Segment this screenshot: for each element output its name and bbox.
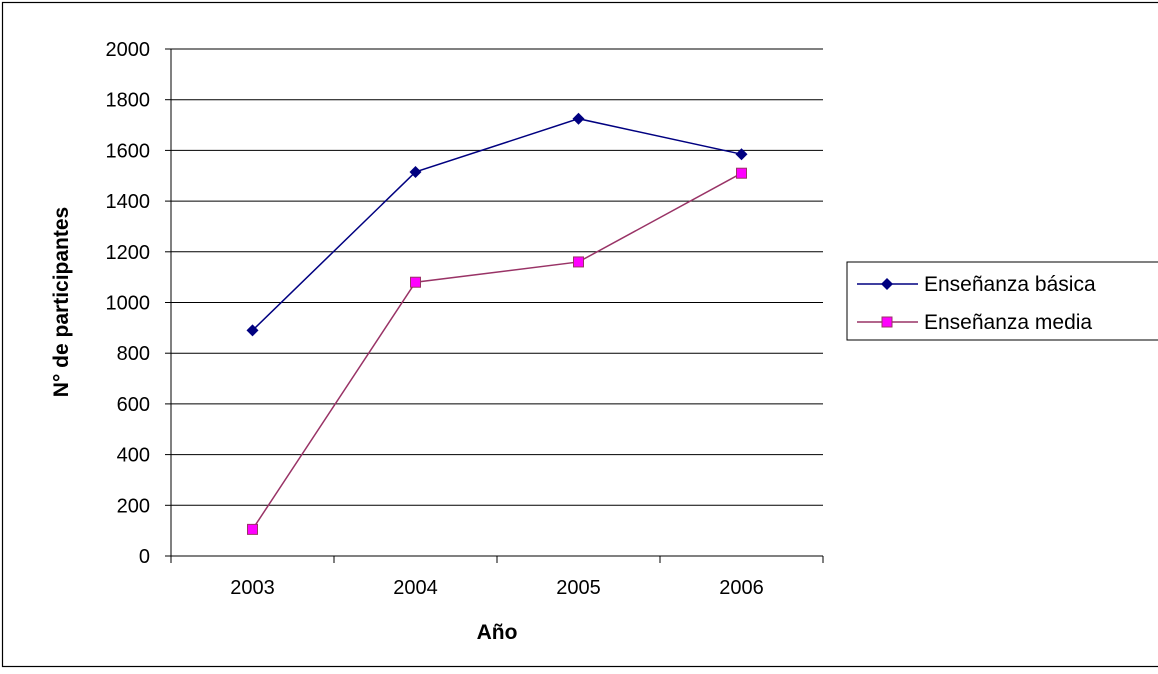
y-tick-label: 1800 [106,90,151,112]
x-tick-label: 2006 [719,577,764,599]
y-tick-label: 200 [117,495,150,517]
y-axis-title: N° de participantes [50,207,73,397]
y-tick-label: 800 [117,343,150,365]
y-tick-label: 1600 [106,140,151,162]
y-tick-label: 0 [139,546,150,568]
y-tick-label: 600 [117,394,150,416]
legend-label-media: Enseñanza media [924,311,1092,334]
legend-marker-media-icon [882,317,892,327]
data-point-square [248,524,258,534]
legend: Enseñanza básica Enseñanza media [847,262,1158,340]
data-point-square [574,257,584,267]
x-axis-title: Año [477,621,518,644]
x-tick-label: 2005 [556,577,601,599]
y-tick-label: 2000 [106,39,151,61]
data-point-square [411,277,421,287]
y-tick-label: 1400 [106,191,151,213]
x-tick-label: 2004 [393,577,438,599]
y-tick-label: 400 [117,445,150,467]
legend-label-basica: Enseñanza básica [924,273,1096,296]
data-point-square [737,168,747,178]
y-tick-label: 1000 [106,293,151,315]
x-tick-label: 2003 [230,577,275,599]
y-tick-label: 1200 [106,242,151,264]
